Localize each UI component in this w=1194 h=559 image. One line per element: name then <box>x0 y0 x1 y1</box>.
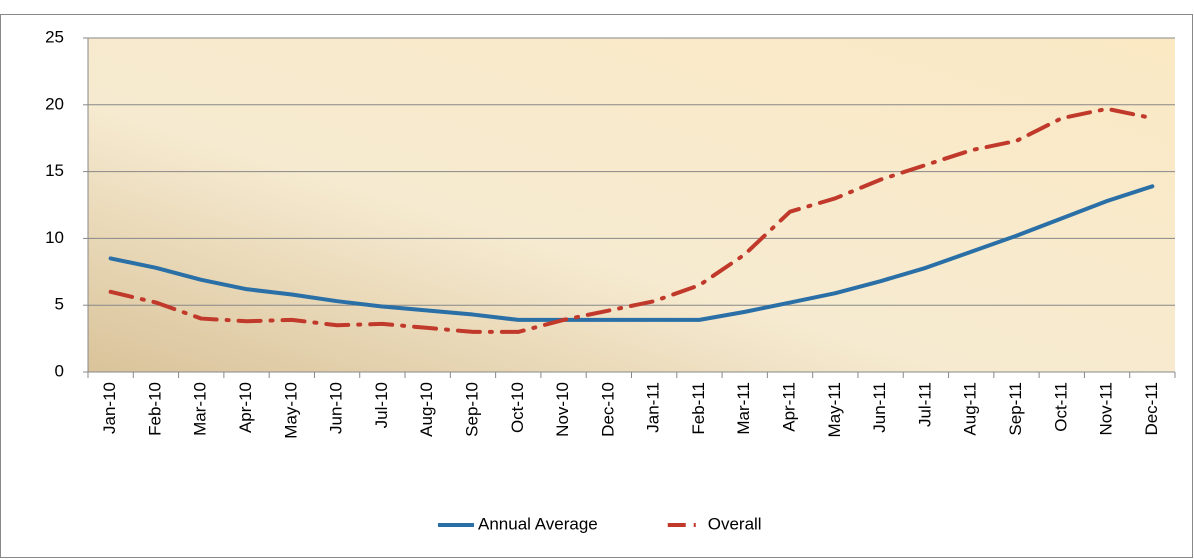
x-tick-label: Mar-11 <box>734 382 753 435</box>
y-tick-label: 5 <box>55 295 64 314</box>
x-tick-label: May-10 <box>281 382 300 439</box>
x-tick-label: May-11 <box>825 382 844 437</box>
x-tick-label: Jan-11 <box>644 382 663 433</box>
y-tick-label: 20 <box>45 94 64 113</box>
x-tick-label: Jul-11 <box>915 382 934 427</box>
x-tick-label: Jun-11 <box>870 382 889 433</box>
y-tick-label: 15 <box>45 161 64 180</box>
x-tick-label: Sep-11 <box>1006 382 1025 436</box>
x-tick-label: Jun-10 <box>327 382 346 434</box>
x-tick-label: Mar-10 <box>191 382 210 436</box>
x-tick-label: Apr-10 <box>236 382 255 433</box>
y-tick-label: 25 <box>45 27 64 46</box>
legend-label: Annual Average <box>478 514 598 533</box>
x-tick-label: Oct-10 <box>508 382 527 433</box>
x-tick-label: Dec-11 <box>1142 382 1161 436</box>
x-tick-label: Dec-10 <box>598 382 617 437</box>
x-tick-label: Feb-11 <box>689 382 708 435</box>
series-line <box>108 184 1155 322</box>
y-tick-label: 10 <box>45 228 64 247</box>
series-line <box>108 106 1155 334</box>
legend-label: Overall <box>708 514 762 533</box>
x-tick-label: Aug-10 <box>417 382 436 437</box>
x-tick-label: Nov-11 <box>1097 382 1116 436</box>
x-tick-label: Nov-10 <box>553 382 572 437</box>
x-tick-label: Oct-11 <box>1051 382 1070 432</box>
x-tick-label: Jan-10 <box>100 382 119 434</box>
x-tick-label: Feb-10 <box>145 382 164 436</box>
plot-area <box>88 38 1175 372</box>
x-tick-label: Jul-10 <box>372 382 391 428</box>
x-tick-label: Aug-11 <box>961 382 980 436</box>
y-tick-label: 0 <box>55 361 64 380</box>
x-tick-label: Apr-11 <box>780 382 799 432</box>
x-tick-label: Sep-10 <box>462 382 481 437</box>
